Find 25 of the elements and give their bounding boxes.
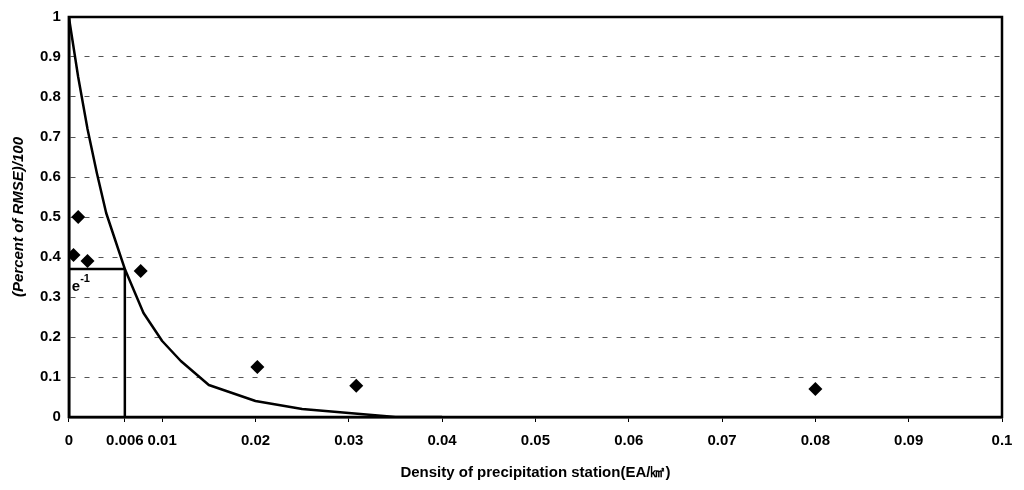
x-tick-label: 0.1 xyxy=(991,431,1013,449)
x-tick-label: 0.06 xyxy=(614,431,644,449)
x-tick-label: 0.04 xyxy=(427,431,458,449)
y-tick-label: 1 xyxy=(52,7,61,25)
x-tick-label: 0.09 xyxy=(894,431,924,449)
y-tick-label: 0.3 xyxy=(39,287,61,305)
y-tick-label: 0.5 xyxy=(39,207,61,225)
x-tick-label: 0.08 xyxy=(800,431,830,449)
x-tick-label: 0.05 xyxy=(520,431,551,449)
x-tick-label: 0.07 xyxy=(707,431,737,449)
y-tick-label: 0 xyxy=(52,407,61,425)
y-tick-label: 0.6 xyxy=(39,167,61,185)
y-tick-label: 0.1 xyxy=(39,367,61,385)
y-tick-label: 0.8 xyxy=(39,87,61,105)
y-tick-label: 0.4 xyxy=(39,247,62,265)
x-axis-title: Density of precipitation station(EA/㎢) xyxy=(400,463,671,481)
y-tick-label: 0.7 xyxy=(39,127,61,145)
x-tick-label: 0.01 xyxy=(147,431,177,449)
x-tick-label: 0.02 xyxy=(240,431,271,449)
x-tick-label: 0.03 xyxy=(334,431,364,449)
y-tick-label: 0.2 xyxy=(39,327,61,345)
y-axis-title: (Percent of RMSE)/100 xyxy=(9,136,27,298)
x-tick-label: 0 xyxy=(64,431,74,449)
x-tick-label: 0.006 xyxy=(106,431,144,449)
y-tick-label: 0.9 xyxy=(39,47,61,65)
